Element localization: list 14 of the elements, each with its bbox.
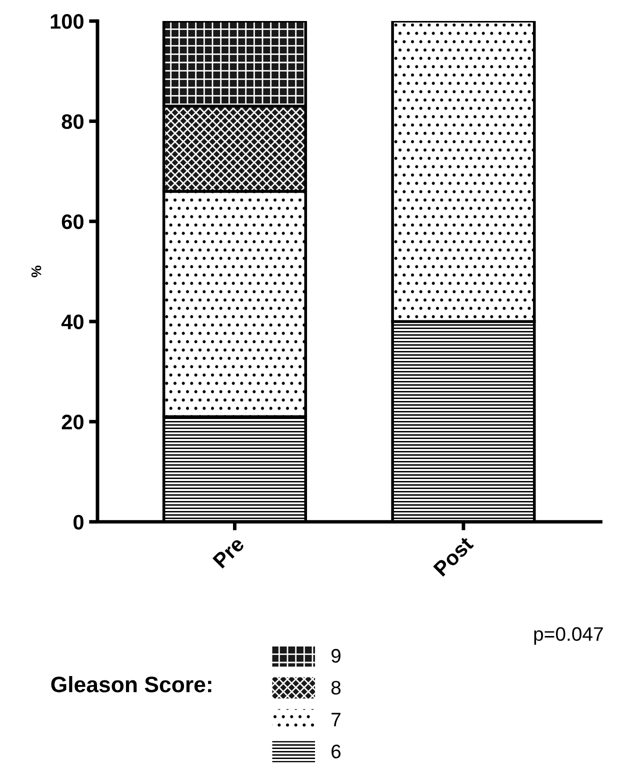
y-tick-label: 40 bbox=[61, 314, 84, 330]
y-tick-label: 0 bbox=[74, 514, 84, 530]
y-tick-label: 100 bbox=[50, 14, 84, 29]
y-tick-label: 20 bbox=[62, 414, 84, 430]
y-tick-label: 60 bbox=[62, 214, 84, 230]
legend-label: 6 bbox=[332, 744, 341, 758]
text: p=0.047 bbox=[534, 627, 603, 645]
legend-title: Gleason Score: bbox=[51, 676, 212, 692]
y-axis-title: % bbox=[31, 266, 42, 278]
legend-label: 7 bbox=[332, 712, 340, 726]
x-tick-label: Pre bbox=[212, 536, 246, 569]
y-tick-label: 80 bbox=[62, 114, 84, 129]
legend-label: 8 bbox=[331, 680, 341, 695]
legend-label: 9 bbox=[331, 648, 340, 663]
